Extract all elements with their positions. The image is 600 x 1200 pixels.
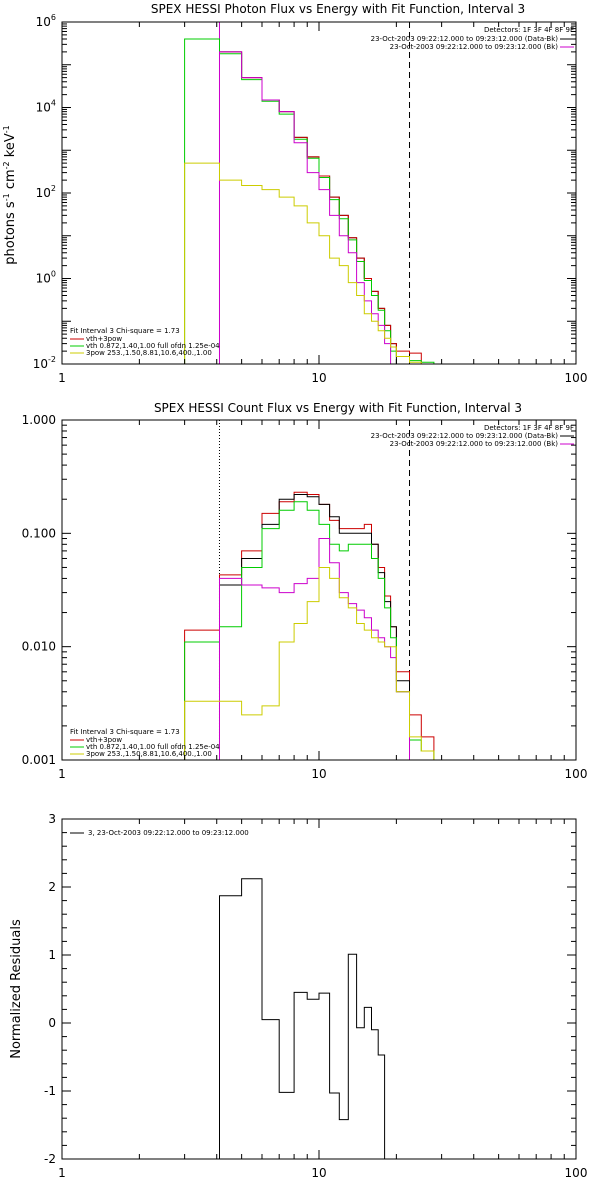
count-flux-y-tick-label: 0.010: [22, 640, 56, 654]
photon-flux-axes-frame: [61, 21, 577, 365]
photon-flux-vlines: [218, 22, 411, 364]
legend-entry-3pow: 3pow 253.,1.50,8.81,10.6,400.,1.00: [86, 750, 212, 758]
residuals-y-tick-label: -1: [44, 1084, 56, 1098]
photon-flux-plot-area: [184, 38, 435, 365]
legend-entry-vth: vth 0.872,1.40,1.00 full ofdn 1.25e-04: [86, 342, 220, 350]
photon-flux-y-tick-label: 100: [36, 270, 56, 286]
count-flux-y-tick-label: 1.000: [22, 413, 56, 427]
count-flux-legend: Fit Interval 3 Chi-square = 1.73 vth+3po…: [70, 728, 220, 758]
photon-flux-series-3: [219, 51, 397, 365]
count-flux-panel: SPEX HESSI Count Flux vs Energy with Fit…: [22, 401, 588, 781]
residuals-axes-frame: [61, 818, 577, 1160]
count-flux-y-ticks: 0.001 0.010 0.100 1.000: [22, 413, 576, 767]
residuals-x-tick-label: 100: [565, 1166, 588, 1180]
count-flux-title: SPEX HESSI Count Flux vs Energy with Fit…: [154, 401, 522, 415]
count-flux-y-tick-label: 0.100: [22, 526, 56, 540]
residuals-legend-entry: 3, 23-Oct-2003 09:22:12.000 to 09:23:12.…: [88, 829, 249, 837]
residuals-y-axis-label: Normalized Residuals: [9, 919, 24, 1059]
photon-flux-series-4: [184, 162, 434, 365]
detectors-label: Detectors: 1F 3F 4F 8F 9F: [484, 26, 574, 34]
count-flux-plot-area: [184, 491, 435, 760]
legend-entry-vth: vth 0.872,1.40,1.00 full ofdn 1.25e-04: [86, 743, 220, 751]
photon-flux-y-axis-label: photons s-1 cm-2 keV-1: [2, 125, 18, 264]
count-flux-x-tick-label: 1: [58, 767, 66, 781]
count-flux-series-3: [219, 538, 410, 760]
residuals-y-tick-label: 1: [48, 948, 56, 962]
count-flux-x-tick-label: 10: [311, 767, 326, 781]
interval-bk-label: 23-Oct-2003 09:22:12.000 to 09:23:12.000…: [390, 43, 559, 51]
photon-flux-y-tick-label: 10-2: [33, 355, 56, 371]
residuals-panel: 1 10 100 -2 -1 0 1 2 3 Normalized Residuals 3, …: [9, 812, 587, 1180]
count-flux-x-tick-label: 100: [565, 767, 588, 781]
fit-legend-header: Fit Interval 3 Chi-square = 1.73: [70, 327, 180, 335]
residuals-x-ticks: 1 10 100: [58, 819, 587, 1180]
legend-entry-vth-3pow: vth+3pow: [86, 335, 122, 343]
photon-flux-y-tick-label: 104: [36, 99, 56, 115]
residuals-x-tick-label: 1: [58, 1166, 66, 1180]
interval-data-bk-label: 23-Oct-2003 09:22:12.000 to 09:23:12.000…: [371, 432, 559, 440]
interval-bk-label: 23-Oct-2003 09:22:12.000 to 09:23:12.000…: [390, 440, 559, 448]
count-flux-series-0: [184, 491, 435, 760]
photon-flux-annotation: Detectors: 1F 3F 4F 8F 9F 23-Oct-2003 09…: [371, 26, 574, 51]
photon-flux-x-ticks: 1 10 100: [58, 22, 587, 385]
photon-flux-y-ticks: 10-2 100 102 104 106: [33, 13, 576, 371]
residuals-y-tick-label: 3: [48, 812, 56, 826]
legend-entry-3pow: 3pow 253.,1.50,8.81,10.6,400.,1.00: [86, 349, 212, 357]
residuals-x-tick-label: 10: [311, 1166, 326, 1180]
legend-entry-vth-3pow: vth+3pow: [86, 736, 122, 744]
residuals-series-0: [219, 878, 386, 1159]
detectors-label: Detectors: 1F 3F 4F 8F 9F: [484, 424, 574, 432]
count-flux-x-ticks: 1 10 100: [58, 420, 587, 781]
count-flux-series-4: [184, 567, 435, 760]
photon-flux-x-tick-label: 100: [565, 371, 588, 385]
photon-flux-series-1: [219, 51, 422, 364]
photon-flux-y-tick-label: 106: [36, 13, 56, 29]
count-flux-y-tick-label: 0.001: [22, 753, 56, 767]
photon-flux-x-tick-label: 10: [311, 371, 326, 385]
photon-flux-title: SPEX HESSI Photon Flux vs Energy with Fi…: [151, 2, 525, 16]
photon-flux-series-0: [219, 51, 397, 364]
photon-flux-series-2: [184, 38, 435, 364]
count-flux-annotation: Detectors: 1F 3F 4F 8F 9F 23-Oct-2003 09…: [371, 424, 574, 448]
interval-data-bk-label: 23-Oct-2003 09:22:12.000 to 09:23:12.000…: [371, 35, 559, 43]
residuals-legend: 3, 23-Oct-2003 09:22:12.000 to 09:23:12.…: [70, 829, 249, 837]
residuals-plot-area: [219, 878, 386, 1159]
count-flux-vlines: [218, 420, 411, 760]
photon-flux-legend: Fit Interval 3 Chi-square = 1.73 vth+3po…: [70, 327, 220, 357]
fit-legend-header: Fit Interval 3 Chi-square = 1.73: [70, 728, 180, 736]
photon-flux-y-tick-label: 102: [36, 184, 56, 200]
residuals-y-ticks: -2 -1 0 1 2 3: [44, 812, 576, 1166]
count-flux-series-1: [219, 494, 410, 760]
photon-flux-x-tick-label: 1: [58, 371, 66, 385]
residuals-y-tick-label: 2: [48, 880, 56, 894]
residuals-y-tick-label: 0: [48, 1016, 56, 1030]
photon-flux-panel: SPEX HESSI Photon Flux vs Energy with Fi…: [2, 2, 587, 385]
residuals-y-tick-label: -2: [44, 1152, 56, 1166]
